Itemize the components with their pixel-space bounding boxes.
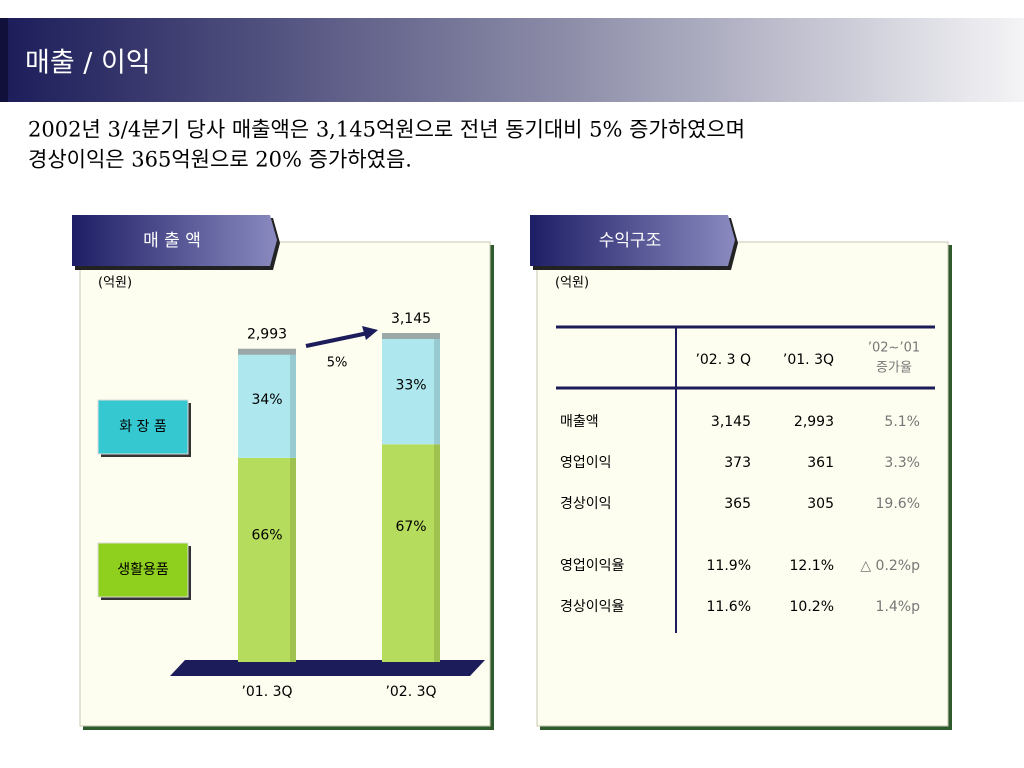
tab-label: 수익구조	[599, 231, 662, 251]
column-header: ’02~’01	[868, 341, 920, 356]
row-label: 매출액	[560, 414, 599, 430]
bar-segment	[238, 457, 296, 662]
row-label: 경상이익율	[560, 599, 625, 615]
summary-line: 경상이익은 365억원으로 20% 증가하였음.	[28, 148, 412, 172]
growth-label: 5%	[327, 356, 348, 371]
summary-line: 2002년 3/4분기 당사 매출액은 3,145억원으로 전년 동기대비 5%…	[28, 118, 745, 142]
table-cell: 365	[724, 496, 751, 512]
table-cell: 3,145	[711, 414, 751, 430]
table-cell: 11.6%	[707, 599, 751, 615]
bar-side	[290, 457, 296, 662]
header-band	[0, 18, 1024, 102]
table-cell: 11.9%	[707, 558, 751, 574]
table-cell: 305	[807, 496, 834, 512]
legend-label: 화 장 품	[119, 419, 167, 435]
table-cell: 3.3%	[884, 455, 920, 471]
bar-side	[290, 352, 296, 458]
bar-side	[434, 337, 440, 445]
chart-floor	[170, 660, 485, 676]
category-label: ’01. 3Q	[241, 684, 292, 700]
table-cell: 12.1%	[790, 558, 834, 574]
legend-label: 생활용품	[117, 562, 169, 578]
table-cell: 5.1%	[884, 414, 920, 430]
bar-cap	[382, 333, 440, 339]
bar-segment	[382, 444, 440, 662]
growth-arrowhead	[362, 326, 378, 340]
total-label: 3,145	[391, 311, 431, 327]
column-header: 증가율	[876, 361, 912, 376]
segment-label: 67%	[395, 519, 426, 535]
column-header: ’01. 3Q	[783, 352, 834, 368]
growth-arrow	[305, 331, 369, 348]
bar-cap	[238, 348, 296, 355]
total-label: 2,993	[247, 327, 287, 343]
table-cell: 2,993	[794, 414, 834, 430]
table-cell: 373	[724, 455, 751, 471]
table-cell: △ 0.2%p	[860, 558, 920, 574]
bar-side	[434, 444, 440, 662]
row-label: 영업이익	[560, 455, 612, 471]
header-strip	[0, 18, 8, 102]
table-cell: 19.6%	[876, 496, 920, 512]
tab	[530, 215, 735, 266]
table-cell: 10.2%	[790, 599, 834, 615]
row-label: 경상이익	[560, 496, 612, 512]
unit: (억원)	[555, 276, 589, 291]
bar-segment	[382, 337, 440, 445]
row-label: 영업이익율	[560, 558, 625, 574]
segment-label: 33%	[395, 377, 426, 393]
segment-label: 34%	[251, 392, 282, 408]
unit: (억원)	[98, 276, 132, 291]
category-label: ’02. 3Q	[385, 684, 436, 700]
legend-box	[97, 542, 189, 598]
column-header: ’02. 3 Q	[695, 352, 751, 368]
bar-segment	[238, 352, 296, 458]
legend-box	[97, 399, 189, 455]
tab	[72, 215, 277, 266]
table-cell: 1.4%p	[876, 599, 921, 615]
profit-panel	[536, 241, 949, 727]
segment-label: 66%	[251, 527, 282, 543]
title: 매출 / 이익	[25, 48, 151, 79]
tab-label: 매 출 액	[143, 231, 201, 251]
table-cell: 361	[807, 455, 834, 471]
